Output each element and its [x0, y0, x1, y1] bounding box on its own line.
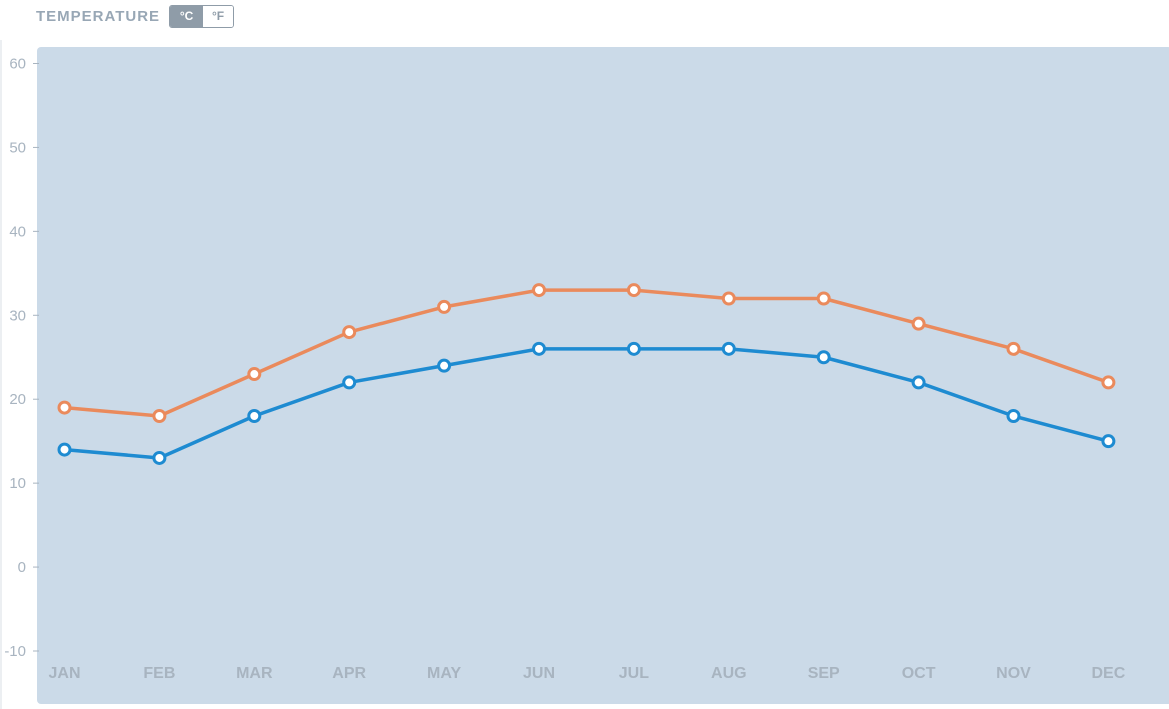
data-point-high-may[interactable]: [437, 299, 452, 314]
x-tick-label-dec: DEC: [1092, 665, 1126, 682]
y-tick-label: 0: [18, 559, 26, 576]
y-tick-label: 50: [9, 139, 26, 156]
data-point-low-sep[interactable]: [816, 350, 831, 365]
data-point-low-jun[interactable]: [532, 341, 546, 356]
x-tick-label-aug: AUG: [711, 665, 747, 682]
x-tick-label-mar: MAR: [236, 665, 273, 682]
data-point-low-nov[interactable]: [1006, 409, 1021, 423]
data-point-low-feb[interactable]: [152, 450, 167, 465]
data-point-high-jul[interactable]: [626, 283, 641, 298]
x-tick-label-nov: NOV: [996, 665, 1031, 682]
data-point-high-feb[interactable]: [152, 409, 167, 423]
data-point-high-nov[interactable]: [1006, 341, 1021, 356]
data-point-low-jul[interactable]: [626, 341, 641, 356]
data-point-low-mar[interactable]: [247, 409, 262, 423]
y-axis-ticks: 60 50 40 30 20 10 0 -10: [4, 56, 39, 660]
y-tick-label: 40: [9, 223, 26, 240]
x-tick-label-jan: JAN: [48, 665, 80, 682]
x-tick-label-jun: JUN: [523, 665, 555, 682]
data-point-low-may[interactable]: [437, 358, 452, 373]
x-tick-label-may: MAY: [427, 665, 461, 682]
data-point-high-jun[interactable]: [532, 283, 546, 298]
series-layer: [57, 283, 1116, 465]
data-point-high-oct[interactable]: [911, 316, 926, 331]
data-point-high-jan[interactable]: [57, 400, 72, 415]
data-point-low-dec[interactable]: [1101, 434, 1116, 449]
series-line-high: [62, 288, 1111, 418]
series-line-low: [62, 347, 1111, 460]
x-axis-labels: JAN FEB MAR APR MAY JUN JUL AUG SEP OCT NOV DEC: [48, 665, 1125, 682]
y-tick-label: 60: [9, 56, 26, 73]
celsius-button[interactable]: °C: [170, 5, 204, 27]
data-point-low-aug[interactable]: [721, 341, 736, 356]
data-point-high-mar[interactable]: [247, 367, 262, 382]
x-tick-label-feb: FEB: [143, 665, 175, 682]
data-point-high-sep[interactable]: [816, 291, 831, 306]
x-tick-label-jul: JUL: [619, 665, 649, 682]
data-point-high-aug[interactable]: [721, 291, 736, 306]
y-tick-label: 10: [9, 475, 26, 492]
fahrenheit-button[interactable]: °F: [203, 5, 234, 27]
data-point-low-jan[interactable]: [57, 442, 72, 457]
data-point-high-apr[interactable]: [342, 325, 357, 340]
series-high: [57, 283, 1116, 423]
x-tick-label-apr: APR: [332, 665, 366, 682]
plot-background: [37, 47, 1169, 704]
data-point-low-oct[interactable]: [911, 375, 926, 390]
y-tick-label: -10: [4, 643, 26, 660]
data-point-low-apr[interactable]: [342, 375, 357, 390]
chart-title: TEMPERATURE: [36, 7, 161, 25]
x-tick-label-sep: SEP: [808, 665, 840, 682]
data-point-high-dec[interactable]: [1101, 375, 1116, 390]
series-low: [57, 341, 1116, 465]
y-tick-label: 30: [9, 307, 26, 324]
x-tick-label-oct: OCT: [902, 665, 936, 682]
unit-toggle: °C °F: [169, 4, 235, 28]
chart-header: TEMPERATURE °C °F: [36, 4, 235, 28]
y-tick-label: 20: [9, 391, 26, 408]
